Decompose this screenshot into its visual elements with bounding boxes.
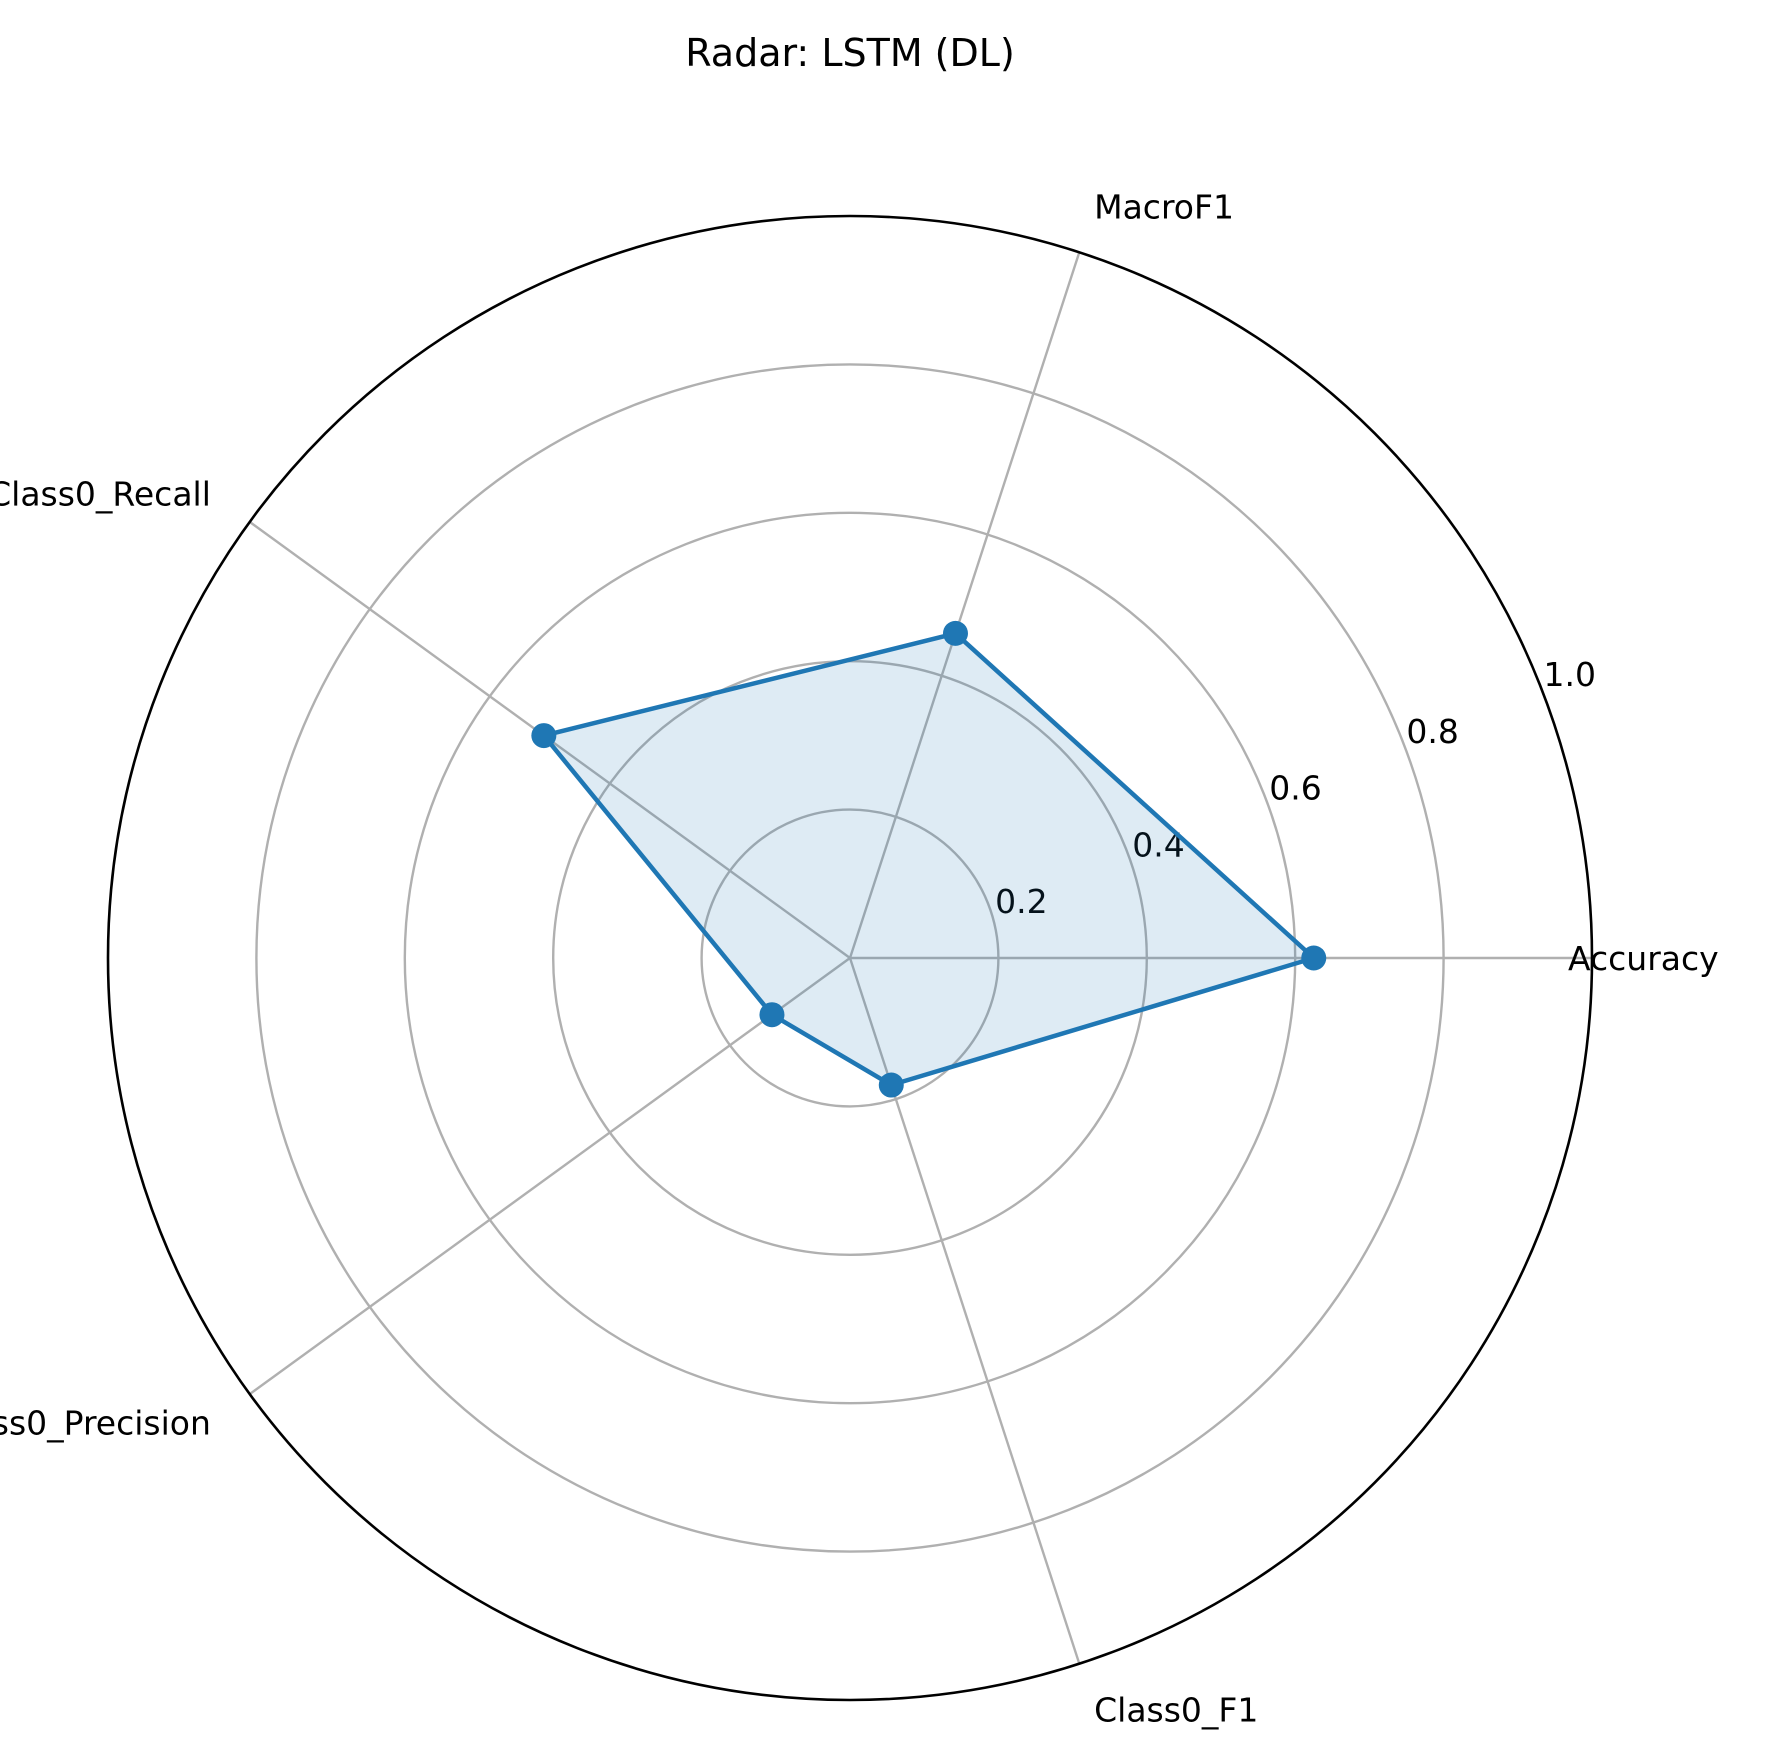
r-tick-label-3: 0.8 — [1406, 712, 1458, 751]
series-layer — [531, 620, 1327, 1098]
data-point-class0_precision — [759, 1002, 785, 1028]
axis-label-class0_recall: Class0_Recall — [0, 475, 211, 514]
axis-label-macrof1: MacroF1 — [1094, 188, 1234, 227]
r-tick-label-4: 1.0 — [1544, 655, 1596, 694]
axis-label-class0_precision: Class0_Precision — [0, 1403, 211, 1442]
axis-label-class0_f1: Class0_F1 — [1094, 1690, 1258, 1729]
outer-ring — [106, 214, 1594, 1702]
r-tick-label-0: 0.2 — [995, 882, 1047, 921]
data-point-accuracy — [1301, 945, 1327, 971]
data-point-macrof1 — [942, 620, 968, 646]
data-point-class0_recall — [531, 723, 557, 749]
r-tick-label-2: 0.6 — [1269, 769, 1321, 808]
chart-title: Radar: LSTM (DL) — [685, 31, 1015, 75]
data-point-class0_f1 — [878, 1072, 904, 1098]
radial-tick-labels: 0.20.40.60.81.0 — [995, 655, 1596, 921]
spoke-3 — [249, 957, 851, 1396]
series-line-0 — [541, 631, 1317, 1088]
spoke-1 — [848, 251, 1081, 959]
axis-labels: AccuracyMacroF1Class0_RecallClass0_Preci… — [0, 188, 1719, 1730]
series-fill-0 — [543, 633, 1314, 1085]
